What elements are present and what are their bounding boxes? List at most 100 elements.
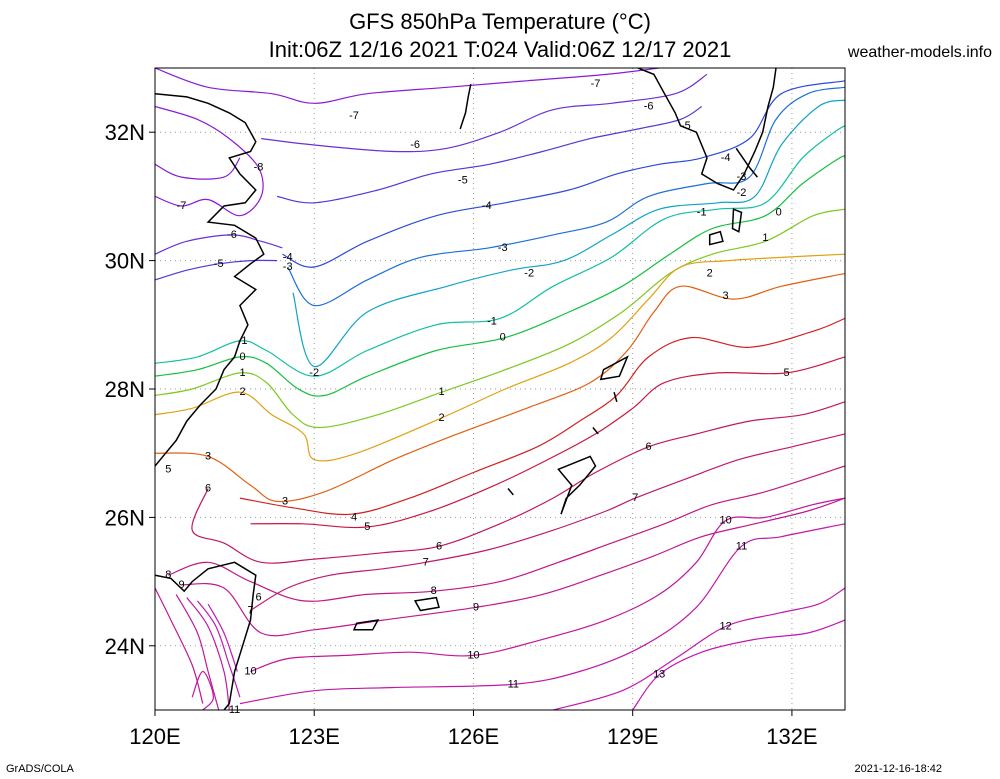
contour-label: -6 [644,101,654,113]
contour-label: 9 [178,579,184,591]
coastline [637,68,777,191]
contour-label: -7 [591,78,601,90]
isotherm-line [155,105,264,217]
contour-label: 6 [436,540,442,552]
lat-tick-label: 30N [105,249,145,274]
contour-label: -5 [214,258,224,270]
isotherm-line [168,465,845,602]
isotherm-lines [155,68,845,710]
contour-label: -3 [737,171,747,183]
isotherm-line [155,155,845,397]
isotherm-line [632,619,845,710]
contour-label: 0 [776,206,782,218]
isotherm-line [292,99,845,368]
contour-label: -4 [283,251,293,263]
isotherm-line [181,497,845,637]
contour-label: 8 [431,585,437,597]
island-outline [599,355,629,381]
isotherm-line [552,587,845,710]
isotherm-line [175,594,220,710]
isotherm-line [261,73,708,153]
contour-label: 1 [439,386,445,398]
lon-tick-label: 120E [129,724,180,749]
axis-ticks: 120E 123E 126E 129E 132E 32N 30N 28N 26N 24N [105,120,818,749]
site-credit: weather-models.info [847,44,992,61]
contour-label: 2 [707,267,713,279]
contour-label: 3 [205,450,211,462]
coastline [155,92,265,467]
isotherm-line [239,317,845,516]
contour-label: 10 [244,666,256,678]
contour-label: 7 [247,605,253,617]
contour-label: 10 [467,649,479,661]
footer-timestamp: 2021-12-16-18:42 [854,763,942,775]
map-subtitle: Init:06Z 12/16 2021 T:024 Valid:06Z 12/1… [268,37,732,62]
contour-label: 5 [784,367,790,379]
island-outline [731,208,743,233]
island-outline [613,391,618,403]
contour-label: 0 [240,351,246,363]
isotherm-line [155,253,845,462]
isotherm-line [155,208,845,429]
lon-tick-label: 129E [607,724,658,749]
coastlines [155,68,777,710]
isotherm-line [276,105,703,204]
coastline [735,147,758,178]
isotherm-line [186,597,230,710]
contour-label: 1 [240,367,246,379]
contour-label: 6 [255,592,261,604]
contour-label: 11 [736,540,747,552]
contour-label: 12 [719,621,731,633]
isotherm-line [155,234,283,255]
contour-label: -8 [254,162,264,174]
lat-tick-label: 24N [105,634,145,659]
isotherm-line [155,587,204,704]
contour-label: -1 [697,206,707,218]
island-outline [557,455,597,515]
contour-label: -4 [721,152,731,164]
isotherm-line [207,603,238,672]
lon-tick-label: 123E [289,724,340,749]
isotherm-line [250,356,845,529]
contour-label: -3 [283,261,293,273]
contour-label: -2 [524,267,534,279]
contour-label: -4 [482,200,492,212]
contour-label: 3 [282,495,288,507]
contour-label: -6 [227,229,237,241]
contour-label: -6 [410,139,420,151]
contour-label: -1 [487,316,497,328]
coastline [155,561,257,710]
contour-label: -2 [737,187,747,199]
isotherm-line [287,86,845,307]
contour-label: 7 [423,556,429,568]
isotherm-line [155,68,660,104]
contour-label: 8 [165,569,171,581]
contour-label: -5 [681,120,691,132]
footer-credit: GrADS/COLA [6,763,74,775]
isotherm-line [197,600,241,698]
isotherm-line [155,125,845,377]
island-outline [352,619,380,631]
contour-label: 2 [439,412,445,424]
contour-label: 6 [205,483,211,495]
contour-label: 10 [719,515,731,527]
island-outline [592,427,599,435]
map-title: GFS 850hPa Temperature (°C) [349,9,651,34]
isotherm-line [155,259,278,281]
contour-label: -2 [309,367,319,379]
lat-tick-label: 32N [105,120,145,145]
contour-label: 2 [240,386,246,398]
isotherm-line [250,497,845,673]
contour-label: 9 [473,601,479,613]
island-outline [413,596,440,612]
island-outline [507,488,514,496]
contour-label: 7 [632,492,638,504]
contour-label: -1 [238,335,248,347]
isotherm-line [282,80,845,268]
lon-tick-label: 126E [448,724,499,749]
lat-tick-label: 28N [105,377,145,402]
isotherm-line [155,272,845,503]
contour-label: 1 [762,232,768,244]
isotherm-line [250,433,845,612]
